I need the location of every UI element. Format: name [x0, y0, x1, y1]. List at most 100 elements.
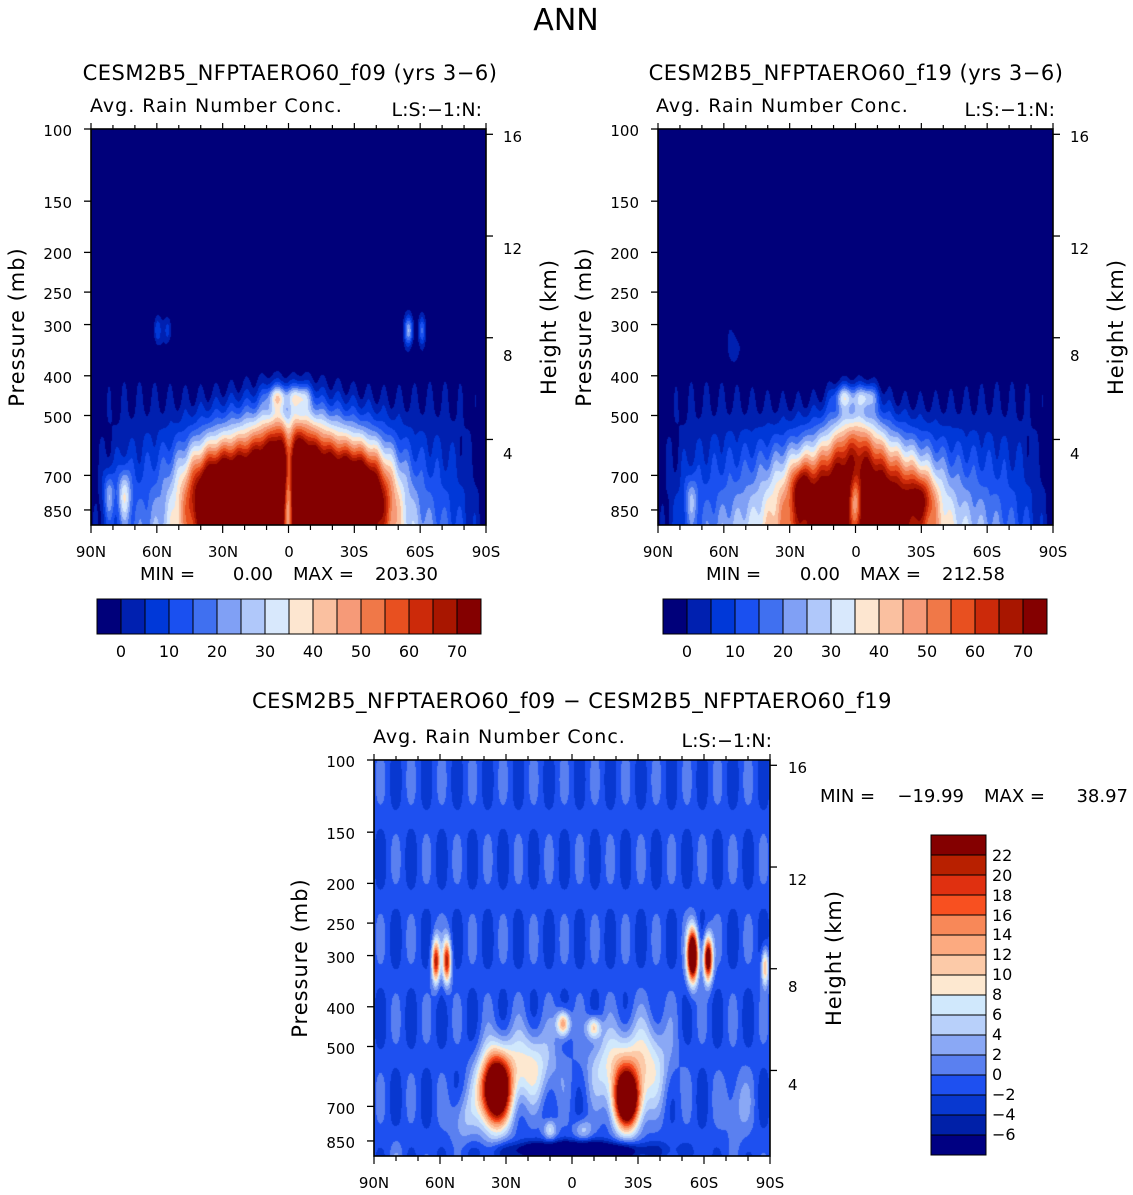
y-axis-label: Pressure (mb): [288, 878, 312, 1038]
plot-axes: [651, 123, 1060, 533]
panel-title: CESM2B5_NFPTAERO60_f19 (yrs 3−6): [649, 61, 1064, 86]
units-label: L:S:−1:N:: [682, 730, 772, 752]
colorbar-swatch: [930, 1034, 987, 1056]
colorbar-label: 30: [821, 642, 841, 661]
x-tick-label: 30S: [340, 543, 369, 561]
x-tick-label: 90S: [472, 543, 501, 561]
panel-title: CESM2B5_NFPTAERO60_f09 (yrs 3−6): [83, 61, 498, 86]
y-tick-label: 250: [326, 916, 355, 934]
y-tick-label: 400: [610, 369, 639, 387]
height-tick-label: 8: [788, 978, 798, 996]
colorbar-label: 70: [1013, 642, 1033, 661]
height-tick-labels: 16 12 8 4: [788, 759, 807, 1094]
x-tick-label: 60N: [142, 543, 172, 561]
colorbar-label: 70: [447, 642, 467, 661]
colorbar-label: −6: [992, 1125, 1016, 1144]
panel-subtitle: Avg. Rain Number Conc.: [656, 95, 909, 117]
colorbar-label: 16: [992, 906, 1012, 925]
x-tick-label: 30N: [208, 543, 238, 561]
max-value: 38.97: [1076, 786, 1128, 807]
y-tick-label: 700: [610, 469, 639, 487]
colorbar-swatch: [926, 598, 952, 635]
colorbar-swatch: [930, 1054, 987, 1076]
y-tick-label: 300: [610, 318, 639, 336]
colorbar-label: −2: [992, 1085, 1016, 1104]
x-tick-label: 0: [284, 543, 294, 561]
colorbar-label: 40: [303, 642, 323, 661]
colorbar-swatch: [930, 934, 987, 956]
colorbar-swatch: [686, 598, 712, 635]
colorbar-label: 10: [992, 965, 1012, 984]
pressure-tick-labels: 100 150 200 250 300 400 500 700 850: [326, 753, 355, 1152]
min-label: MIN =: [140, 564, 195, 585]
y-tick-label: 500: [610, 409, 639, 427]
y-tick-label: 300: [43, 318, 72, 336]
max-label: MAX =: [860, 564, 921, 585]
colorbar: [96, 598, 482, 635]
units-label: L:S:−1:N:: [392, 99, 482, 121]
y-tick-label: 100: [326, 753, 355, 771]
min-label: MIN =: [706, 564, 761, 585]
min-max-readout: MIN = 0.00 MAX = 212.58: [706, 564, 1005, 585]
colorbar-swatch: [192, 598, 218, 635]
colorbar-label: 30: [255, 642, 275, 661]
height-tick-label: 16: [1070, 128, 1089, 146]
y-tick-label: 400: [43, 369, 72, 387]
height-tick-label: 12: [1070, 240, 1089, 258]
y-axis-right-label: Height (km): [537, 259, 561, 395]
colorbar-swatch: [1022, 598, 1048, 635]
colorbar-swatch: [902, 598, 928, 635]
colorbar-label: 8: [992, 985, 1002, 1004]
colorbar-swatch: [240, 598, 266, 635]
colorbar-swatch: [168, 598, 194, 635]
panel-subtitle: Avg. Rain Number Conc.: [90, 95, 343, 117]
colorbar-swatch: [930, 954, 987, 976]
x-tick-label: 90N: [76, 543, 106, 561]
colorbar-swatch: [288, 598, 314, 635]
colorbar-label: 60: [399, 642, 419, 661]
x-tick-label: 60N: [425, 1174, 455, 1192]
colorbar-label: 4: [992, 1025, 1002, 1044]
x-tick-label: 30S: [907, 543, 936, 561]
height-tick-label: 16: [503, 128, 522, 146]
panel-f09: CESM2B5_NFPTAERO60_f09 (yrs 3−6) Avg. Ra…: [5, 61, 561, 661]
colorbar-label: 2: [992, 1045, 1002, 1064]
x-tick-label: 0: [851, 543, 861, 561]
colorbar-swatch: [930, 874, 987, 896]
max-label: MAX =: [293, 564, 354, 585]
x-tick-label: 90S: [756, 1174, 785, 1192]
colorbar-swatch: [930, 914, 987, 936]
colorbar-swatch: [408, 598, 434, 635]
y-tick-label: 700: [43, 469, 72, 487]
contour-field: [374, 760, 770, 1156]
colorbar-label: 22: [992, 846, 1012, 865]
colorbar-swatch: [930, 1114, 987, 1136]
colorbar-labels: 0 10 20 30 40 50 60 70: [682, 642, 1033, 661]
height-tick-labels: 16 12 8 4: [503, 128, 522, 463]
colorbar-label: 20: [207, 642, 227, 661]
y-tick-label: 250: [43, 285, 72, 303]
y-tick-label: 100: [610, 122, 639, 140]
x-tick-label: 90N: [643, 543, 673, 561]
y-tick-label: 150: [610, 194, 639, 212]
x-tick-label: 90S: [1039, 543, 1068, 561]
colorbar-swatch: [930, 1074, 987, 1096]
colorbar-swatch: [974, 598, 1000, 635]
max-value: 212.58: [942, 564, 1005, 585]
y-tick-label: 850: [610, 503, 639, 521]
contour-field: [658, 129, 1053, 525]
y-axis-right-label: Height (km): [822, 890, 846, 1026]
colorbar-label: 0: [116, 642, 126, 661]
colorbar-swatch: [930, 1094, 987, 1116]
units-label: L:S:−1:N:: [965, 99, 1055, 121]
y-tick-label: 150: [326, 825, 355, 843]
colorbar-swatch: [432, 598, 458, 635]
colorbar-swatch: [830, 598, 856, 635]
x-tick-label: 30N: [491, 1174, 521, 1192]
max-label: MAX =: [984, 786, 1045, 807]
colorbar-label: 40: [869, 642, 889, 661]
min-label: MIN =: [820, 786, 875, 807]
y-axis-label: Pressure (mb): [572, 247, 596, 407]
colorbar-swatch: [144, 598, 170, 635]
